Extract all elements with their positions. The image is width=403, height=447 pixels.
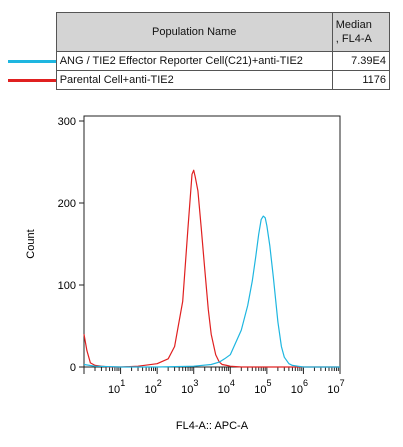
x-tick-exponent: 5 [266, 378, 271, 388]
y-axis-label: Count [25, 229, 37, 258]
x-tick-base: 10 [327, 384, 339, 396]
x-tick-exponent: 2 [157, 378, 162, 388]
x-tick-label: 103 [181, 378, 198, 396]
x-tick-exponent: 3 [193, 378, 198, 388]
legend-swatch-blue [8, 59, 56, 63]
x-tick-label: 106 [291, 378, 308, 396]
legend-label: Parental Cell+anti-TIE2 [55, 70, 333, 90]
x-tick-base: 10 [108, 384, 120, 396]
legend-swatch-cell [8, 70, 57, 90]
median-header-line1: Median [335, 19, 372, 31]
y-tick-label: 200 [58, 198, 76, 210]
population-name-header: Population Name [55, 12, 333, 52]
y-tick-label: 100 [58, 280, 76, 292]
x-tick-exponent: 6 [303, 378, 308, 388]
x-tick-exponent: 4 [230, 378, 235, 388]
x-tick-base: 10 [254, 384, 266, 396]
legend-corner [8, 12, 57, 52]
legend-swatch-cell [8, 51, 57, 71]
y-axis: 0 100 200 300 [58, 116, 84, 374]
histogram-series-line [83, 215, 340, 368]
median-header: Median , FL4-A [331, 12, 391, 52]
x-tick-base: 10 [218, 384, 230, 396]
x-tick-base: 10 [145, 384, 157, 396]
legend-table: Population Name Median , FL4-A ANG / TIE… [8, 12, 391, 90]
x-tick-label: 101 [108, 378, 125, 396]
y-tick-label: 0 [70, 362, 76, 374]
x-tick-base: 10 [291, 384, 303, 396]
histogram-curves [83, 169, 340, 368]
x-tick-exponent: 1 [120, 378, 125, 388]
legend-label: ANG / TIE2 Effector Reporter Cell(C21)+a… [55, 51, 333, 71]
x-tick-label: 102 [145, 378, 162, 396]
x-axis-label: FL4-A:: APC-A [176, 420, 249, 432]
y-tick-label: 300 [58, 116, 76, 128]
median-header-line2: , FL4-A [335, 33, 372, 45]
x-tick-label: 107 [327, 378, 344, 396]
legend-row: ANG / TIE2 Effector Reporter Cell(C21)+a… [8, 51, 391, 71]
x-tick-base: 10 [181, 384, 193, 396]
x-tick-label: 105 [254, 378, 271, 396]
legend-row: Parental Cell+anti-TIE2 1176 [8, 70, 391, 90]
legend-median: 1176 [331, 70, 391, 90]
plot-frame [83, 115, 341, 368]
x-tick-exponent: 7 [340, 378, 345, 388]
legend-swatch-red [8, 78, 56, 82]
x-tick-label: 104 [218, 378, 235, 396]
